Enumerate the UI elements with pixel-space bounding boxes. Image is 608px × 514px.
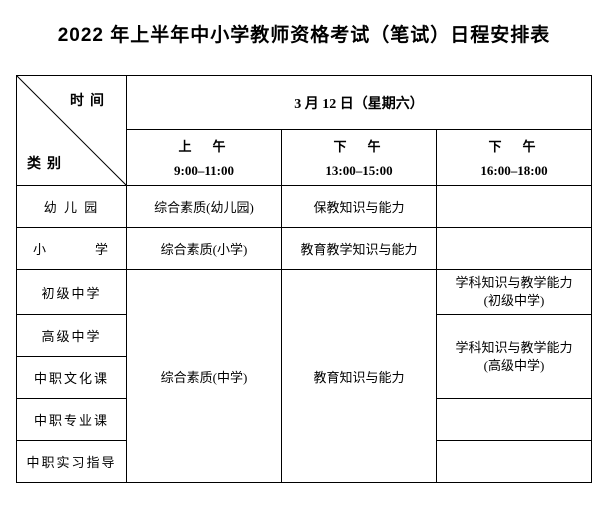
cell-r0s2 xyxy=(437,186,592,228)
cell-r6s2 xyxy=(437,441,592,483)
cell-r0s1: 保教知识与能力 xyxy=(282,186,437,228)
cat-voc-intern: 中职实习指导 xyxy=(17,441,127,483)
schedule-table: 时间 类别 3 月 12 日（星期六） 上 午 下 午 下 午 9:00–11:… xyxy=(16,75,592,483)
session-2-label: 下 午 xyxy=(437,130,592,160)
cell-r34s2: 学科知识与教学能力 (高级中学) xyxy=(437,315,592,399)
row-kindergarten: 幼 儿 园 综合素质(幼儿园) 保教知识与能力 xyxy=(17,186,592,228)
cell-r0s0: 综合素质(幼儿园) xyxy=(127,186,282,228)
cell-r34s2-line2: (高级中学) xyxy=(484,358,545,373)
corner-cell: 时间 类别 xyxy=(17,76,127,186)
cell-r1s2 xyxy=(437,228,592,270)
row-junior-middle: 初级中学 综合素质(中学) 教育知识与能力 学科知识与教学能力 (初级中学) xyxy=(17,270,592,315)
session-2-time: 16:00–18:00 xyxy=(437,159,592,186)
session-1-time: 13:00–15:00 xyxy=(282,159,437,186)
session-0-time: 9:00–11:00 xyxy=(127,159,282,186)
cell-r34s2-line1: 学科知识与教学能力 xyxy=(455,340,572,355)
cell-r1s1: 教育教学知识与能力 xyxy=(282,228,437,270)
corner-top-label: 时间 xyxy=(70,90,110,110)
cell-r2s2-line1: 学科知识与教学能力 xyxy=(455,275,572,290)
cell-r2s2: 学科知识与教学能力 (初级中学) xyxy=(437,270,592,315)
cat-kindergarten: 幼 儿 园 xyxy=(17,186,127,228)
cell-merged-s1: 教育知识与能力 xyxy=(282,270,437,483)
cell-merged-s0: 综合素质(中学) xyxy=(127,270,282,483)
cell-r2s2-line2: (初级中学) xyxy=(484,293,545,308)
corner-bottom-label: 类别 xyxy=(27,153,67,173)
session-1-label: 下 午 xyxy=(282,130,437,160)
cell-r1s0: 综合素质(小学) xyxy=(127,228,282,270)
row-primary: 小 学 综合素质(小学) 教育教学知识与能力 xyxy=(17,228,592,270)
page-title: 2022 年上半年中小学教师资格考试（笔试）日程安排表 xyxy=(16,20,592,47)
cat-primary: 小 学 xyxy=(17,228,127,270)
session-0-label: 上 午 xyxy=(127,130,282,160)
cat-senior-middle: 高级中学 xyxy=(17,315,127,357)
cat-voc-professional: 中职专业课 xyxy=(17,399,127,441)
cat-voc-culture: 中职文化课 xyxy=(17,357,127,399)
header-row-1: 时间 类别 3 月 12 日（星期六） xyxy=(17,76,592,130)
cell-r5s2 xyxy=(437,399,592,441)
cat-junior-middle: 初级中学 xyxy=(17,270,127,315)
date-header: 3 月 12 日（星期六） xyxy=(127,76,592,130)
